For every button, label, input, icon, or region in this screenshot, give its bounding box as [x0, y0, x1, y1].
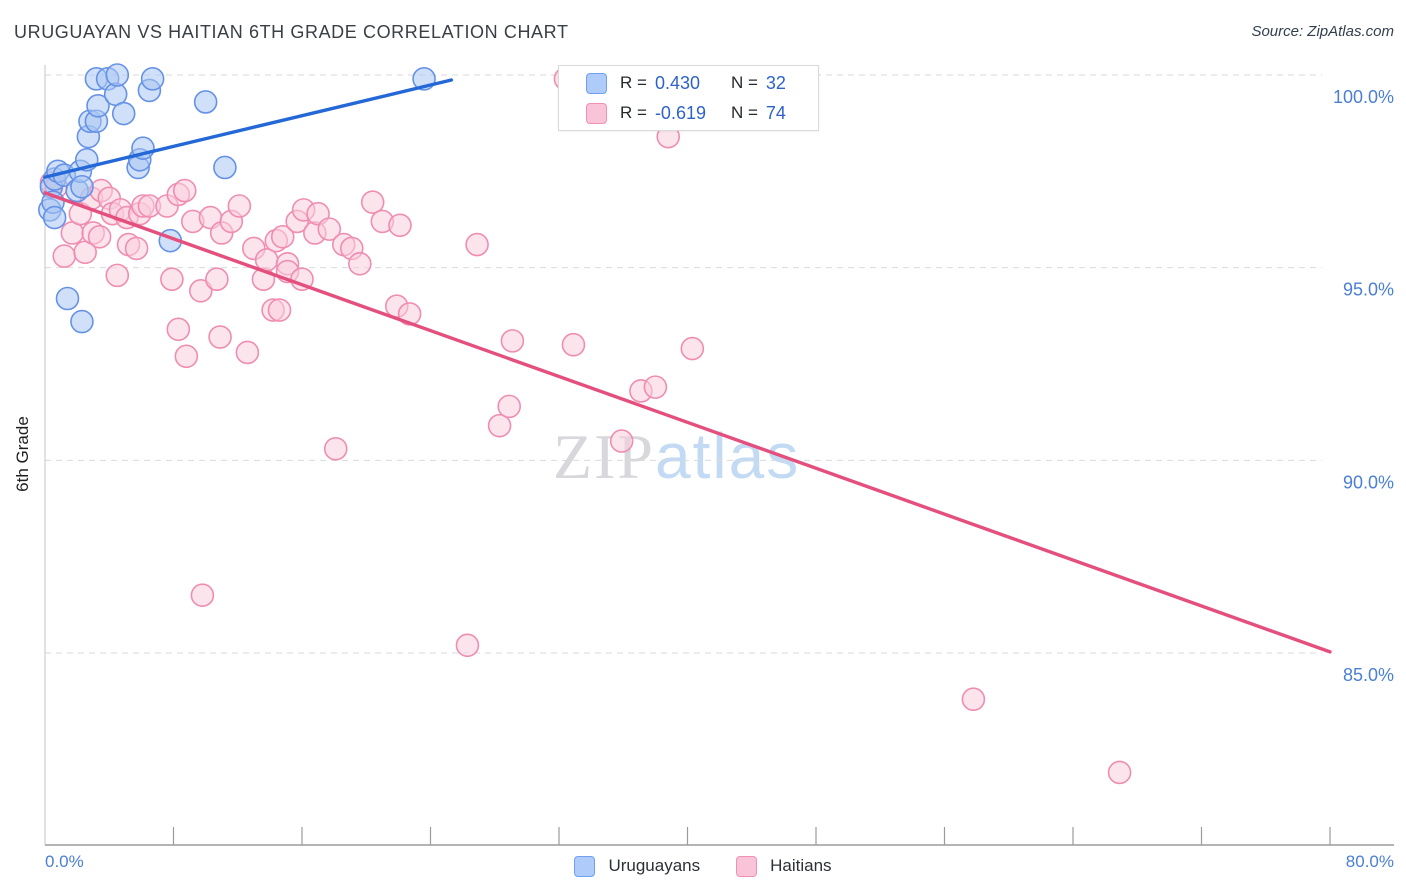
watermark: ZIPatlas — [553, 420, 800, 492]
haitians-swatch-icon — [586, 102, 607, 124]
data-point-uruguayans[interactable] — [111, 101, 136, 126]
data-point-haitians[interactable] — [680, 336, 705, 361]
n-value-haitians: 74 — [765, 102, 786, 123]
data-point-haitians[interactable] — [267, 298, 292, 322]
data-point-haitians[interactable] — [323, 436, 348, 461]
uruguayans-swatch-icon — [586, 72, 607, 94]
r-label: R = — [620, 73, 647, 92]
data-point-haitians[interactable] — [643, 375, 668, 399]
trendline-uruguayans — [43, 78, 454, 179]
data-point-haitians[interactable] — [388, 213, 412, 238]
data-point-haitians[interactable] — [208, 325, 232, 349]
data-point-haitians[interactable] — [348, 252, 372, 276]
n-label: N = — [730, 73, 758, 92]
data-point-haitians[interactable] — [166, 317, 191, 342]
data-point-haitians[interactable] — [52, 244, 77, 268]
y-axis-title: 6th Grade — [13, 416, 32, 492]
n-label: N = — [730, 103, 758, 122]
data-point-uruguayans[interactable] — [140, 67, 165, 91]
data-point-haitians[interactable] — [1107, 760, 1132, 785]
data-point-haitians[interactable] — [174, 344, 199, 369]
y-tick-label-90: 90.0% — [1343, 472, 1394, 492]
r-label: R = — [620, 103, 647, 122]
data-point-haitians[interactable] — [961, 687, 986, 712]
n-value-uruguayans: 32 — [765, 72, 786, 93]
data-point-haitians[interactable] — [270, 225, 295, 249]
data-point-haitians[interactable] — [189, 278, 213, 303]
correlation-legend-box: R = 0.430 N = 32 R = -0.619 N = 74 — [558, 65, 819, 131]
x-axis-min-label: 0.0% — [45, 852, 84, 871]
y-tick-label-95: 95.0% — [1343, 280, 1394, 300]
legend-row-uruguayans: R = 0.430 N = 32 — [559, 71, 818, 95]
source-attribution: Source: ZipAtlas.com — [1251, 23, 1394, 40]
data-point-haitians[interactable] — [487, 413, 512, 438]
data-point-haitians[interactable] — [465, 232, 489, 257]
data-point-haitians[interactable] — [497, 394, 522, 419]
data-point-haitians[interactable] — [455, 633, 480, 658]
data-point-uruguayans[interactable] — [55, 286, 80, 311]
data-point-haitians[interactable] — [160, 267, 184, 292]
data-point-uruguayans[interactable] — [70, 174, 94, 199]
y-tick-label-100: 100.0% — [1333, 87, 1394, 107]
legend-row-haitians: R = -0.619 N = 74 — [559, 101, 818, 125]
data-point-haitians[interactable] — [317, 217, 342, 241]
data-point-uruguayans[interactable] — [42, 205, 67, 230]
r-value-haitians: -0.619 — [654, 102, 706, 123]
data-point-haitians[interactable] — [190, 583, 215, 607]
data-point-haitians[interactable] — [360, 190, 385, 214]
data-point-haitians[interactable] — [561, 332, 586, 357]
data-point-haitians[interactable] — [609, 429, 634, 453]
data-point-haitians[interactable] — [205, 267, 229, 292]
data-point-haitians[interactable] — [87, 225, 112, 249]
data-point-uruguayans[interactable] — [86, 94, 110, 118]
data-point-uruguayans[interactable] — [193, 90, 218, 114]
data-point-haitians[interactable] — [172, 178, 197, 203]
trendline-haitians — [43, 191, 1332, 654]
r-value-uruguayans: 0.430 — [654, 72, 700, 93]
data-point-uruguayans[interactable] — [70, 309, 94, 334]
data-point-uruguayans[interactable] — [213, 155, 237, 180]
y-tick-label-85: 85.0% — [1343, 665, 1394, 685]
page-title: URUGUAYAN VS HAITIAN 6TH GRADE CORRELATI… — [14, 22, 569, 42]
data-point-uruguayans[interactable] — [105, 63, 130, 87]
data-point-haitians[interactable] — [124, 236, 149, 261]
data-point-haitians[interactable] — [227, 194, 252, 218]
data-point-haitians[interactable] — [105, 263, 130, 288]
x-axis-max-label: 80.0% — [1345, 852, 1394, 871]
data-point-haitians[interactable] — [500, 329, 525, 353]
data-point-haitians[interactable] — [235, 340, 260, 365]
